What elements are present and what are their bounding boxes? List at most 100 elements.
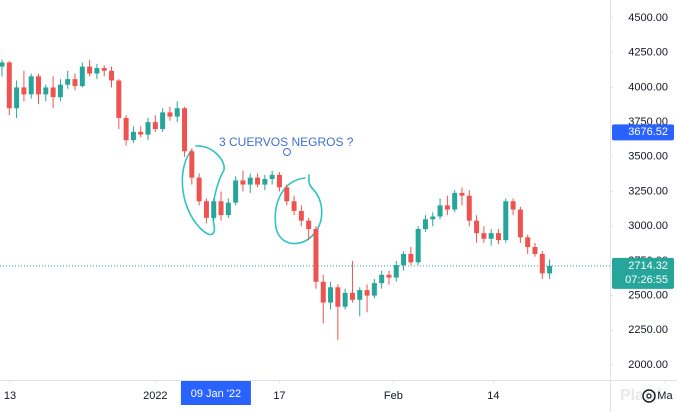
candle-body bbox=[349, 292, 355, 300]
candle-body bbox=[94, 68, 100, 74]
candle-body bbox=[298, 210, 304, 221]
gear-center[interactable] bbox=[646, 393, 652, 399]
y-tick-label: 3500.00 bbox=[628, 151, 668, 163]
candle-body bbox=[401, 253, 407, 266]
candle-body bbox=[28, 76, 34, 95]
candle-body bbox=[459, 192, 465, 196]
candle-body bbox=[6, 62, 12, 109]
candle-body bbox=[182, 108, 188, 152]
candle-body bbox=[138, 131, 144, 135]
crosshair-y-box bbox=[612, 124, 674, 141]
candle-body bbox=[36, 76, 42, 95]
candle-body bbox=[539, 253, 545, 274]
circle-mark bbox=[274, 174, 323, 245]
candle-body bbox=[269, 174, 275, 180]
candle-body bbox=[203, 201, 209, 218]
candle-body bbox=[50, 87, 56, 98]
candle-body bbox=[495, 233, 501, 241]
x-tick-label: 13 bbox=[4, 390, 16, 402]
candle-body bbox=[422, 219, 428, 229]
candle-body bbox=[57, 84, 63, 98]
circle-mark bbox=[181, 145, 225, 236]
candle-body bbox=[196, 177, 202, 202]
y-tick-label: 2000.00 bbox=[628, 359, 668, 371]
candle-body bbox=[306, 220, 312, 229]
candle-body bbox=[160, 112, 166, 130]
candle-body bbox=[342, 292, 348, 307]
candle-body bbox=[357, 290, 363, 300]
candle-body bbox=[167, 112, 173, 117]
candle-body bbox=[72, 79, 78, 87]
candle-body bbox=[335, 287, 341, 307]
candle-body bbox=[408, 253, 414, 263]
y-tick-label: 2500.00 bbox=[628, 290, 668, 302]
countdown: 07:26:55 bbox=[625, 274, 668, 286]
y-tick-label: 4500.00 bbox=[628, 12, 668, 24]
candle-body bbox=[364, 290, 370, 296]
candle-body bbox=[517, 209, 523, 238]
candle-body bbox=[101, 68, 107, 71]
candle-body bbox=[503, 201, 509, 241]
candle-body bbox=[87, 66, 93, 74]
candle-body bbox=[65, 79, 71, 85]
candle-body bbox=[430, 216, 436, 220]
y-tick-label: 3250.00 bbox=[628, 185, 668, 197]
candle-body bbox=[284, 187, 290, 202]
candle-body bbox=[123, 117, 129, 141]
candle-body bbox=[225, 202, 231, 216]
candle-body bbox=[379, 274, 385, 284]
candle-body bbox=[21, 87, 27, 95]
candle-body bbox=[488, 233, 494, 239]
candle-body bbox=[547, 265, 553, 274]
x-tick-label: 14 bbox=[487, 390, 499, 402]
x-tick-label: Ma bbox=[657, 390, 673, 402]
candle-body bbox=[291, 201, 297, 211]
candle-body bbox=[79, 66, 85, 87]
candle-body bbox=[218, 201, 224, 216]
y-tick-label: 4250.00 bbox=[628, 47, 668, 59]
candle-body bbox=[255, 177, 261, 185]
settings-icon[interactable] bbox=[642, 389, 656, 403]
candle-body bbox=[393, 265, 399, 278]
crosshair-y-label: 3676.52 bbox=[628, 126, 668, 138]
candle-body bbox=[510, 201, 516, 210]
candle-body bbox=[189, 151, 195, 178]
x-tick-label: Feb bbox=[384, 390, 403, 402]
candle-body bbox=[145, 122, 151, 135]
candle-body bbox=[240, 180, 246, 185]
candle-body bbox=[130, 131, 136, 141]
candle-body bbox=[109, 70, 115, 81]
candle-body bbox=[313, 228, 319, 282]
candle-body bbox=[233, 180, 239, 203]
candle-body bbox=[525, 237, 531, 248]
candle-body bbox=[0, 62, 5, 67]
last-price-label: 2714.32 bbox=[628, 260, 668, 272]
x-tick-label: 17 bbox=[273, 390, 285, 402]
candle-body bbox=[474, 220, 480, 234]
candle-body bbox=[481, 233, 487, 239]
candle-body bbox=[415, 228, 421, 263]
candle-body bbox=[371, 283, 377, 296]
candle-body bbox=[444, 205, 450, 210]
gear[interactable] bbox=[642, 389, 656, 403]
candle-body bbox=[532, 247, 538, 254]
y-tick-label: 4000.00 bbox=[628, 81, 668, 93]
annotation: 3 CUERVOS NEGROS ? bbox=[219, 135, 354, 149]
candle-body bbox=[320, 281, 326, 303]
y-tick-label: 3750.00 bbox=[628, 116, 668, 128]
candle-body bbox=[174, 108, 180, 117]
candle-body bbox=[276, 174, 282, 188]
candle-body bbox=[466, 195, 472, 221]
candles bbox=[0, 59, 553, 341]
candle-body bbox=[211, 201, 217, 218]
candle-body bbox=[14, 87, 20, 109]
y-tick-label: 2250.00 bbox=[628, 324, 668, 336]
candle-body bbox=[386, 274, 392, 278]
candle-body bbox=[262, 179, 268, 185]
watermark: Platzi bbox=[620, 387, 662, 404]
last-price-box bbox=[612, 257, 674, 289]
candle-body bbox=[452, 192, 458, 210]
crosshair-x-label: 09 Jan '22 bbox=[191, 388, 241, 400]
hand-drawing bbox=[181, 145, 323, 245]
